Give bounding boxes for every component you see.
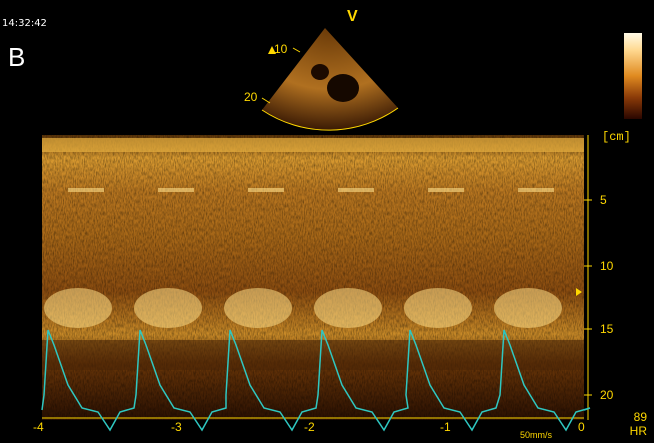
- depth-axis-ticks: [584, 199, 592, 396]
- sector-arc: [261, 107, 399, 131]
- time-tick-label: -3: [171, 420, 182, 434]
- wall-echo-band: [494, 288, 562, 328]
- depth-unit-label: [cm]: [602, 130, 631, 144]
- view-marker: V: [347, 8, 358, 25]
- wall-echo-band: [404, 288, 472, 328]
- wall-echo-line: [158, 188, 194, 192]
- sector-marker-triangle: [268, 46, 276, 54]
- heart-rate-label: HR: [629, 424, 647, 438]
- wall-echoes: [42, 188, 584, 370]
- depth-marker-triangle: [576, 288, 582, 296]
- grayscale-map-bar: [624, 33, 642, 119]
- wall-echo-line: [248, 188, 284, 192]
- ecg-trace: [41, 329, 591, 432]
- panel-label: B: [8, 42, 26, 72]
- sector-depth-label: 10: [274, 42, 288, 56]
- mmode-speckle: [42, 135, 584, 420]
- sector-depth-tick: [292, 47, 301, 53]
- time-tick-label: -2: [304, 420, 315, 434]
- depth-tick-label: 15: [600, 322, 614, 336]
- mmode-top-band: [42, 138, 584, 152]
- time-tick-label: -4: [33, 420, 44, 434]
- wall-echo-line: [68, 188, 104, 192]
- time-tick-label: 0: [578, 420, 585, 434]
- wall-echo-band: [134, 288, 202, 328]
- depth-tick-label: 5: [600, 193, 607, 207]
- sector-depth-tick: [261, 97, 271, 104]
- sector-chamber: [327, 74, 359, 102]
- wall-echo-band: [224, 288, 292, 328]
- wall-echo-band: [314, 288, 382, 328]
- wall-echo-line: [338, 188, 374, 192]
- heart-rate-value: 89: [633, 410, 647, 424]
- wall-echo-line: [518, 188, 554, 192]
- depth-tick-label: 10: [600, 259, 614, 273]
- wall-echo-line: [428, 188, 464, 192]
- depth-tick-label: 20: [600, 388, 614, 402]
- wall-echo-band: [44, 288, 112, 328]
- posterior-echo-region: [42, 340, 584, 370]
- sector-chamber: [311, 64, 329, 80]
- sector-image: [262, 28, 398, 131]
- sweep-speed-label: 50mm/s: [520, 430, 553, 440]
- time-tick-label: -1: [440, 420, 451, 434]
- sector-depth-label: 20: [244, 90, 258, 104]
- timestamp: 14:32:42: [2, 18, 47, 29]
